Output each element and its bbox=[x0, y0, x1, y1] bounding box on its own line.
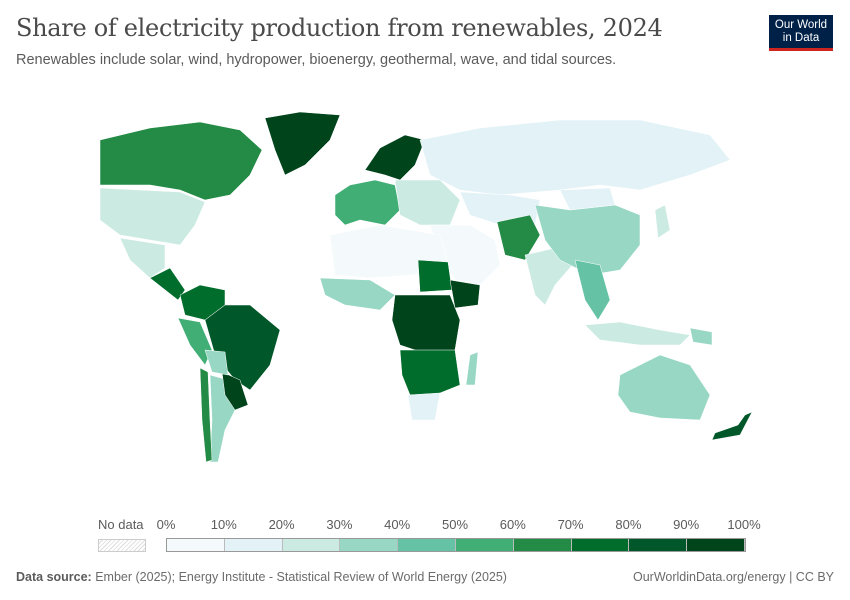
owid-logo[interactable]: Our World in Data bbox=[769, 15, 833, 51]
no-data-label: No data bbox=[98, 517, 144, 532]
region-central-africa[interactable] bbox=[391, 294, 461, 356]
legend-tick: 0% bbox=[156, 517, 176, 532]
region-chile[interactable] bbox=[199, 367, 213, 463]
legend-tick: 80% bbox=[615, 517, 642, 532]
region-sudan[interactable] bbox=[417, 259, 453, 293]
region-paraguay-uruguay[interactable] bbox=[221, 371, 249, 411]
chart-title: Share of electricity production from ren… bbox=[16, 14, 663, 42]
region-japan[interactable] bbox=[654, 204, 671, 239]
region-southern-africa[interactable] bbox=[399, 349, 461, 396]
region-west-africa[interactable] bbox=[319, 277, 396, 311]
region-indonesia[interactable] bbox=[584, 321, 691, 346]
chart-subtitle: Renewables include solar, wind, hydropow… bbox=[16, 52, 617, 68]
legend-bins bbox=[166, 538, 746, 552]
region-ethiopia[interactable] bbox=[449, 279, 481, 309]
legend: No data 0% 10% 20% 30% 40% 50% 60% 70% 80% 90% 100… bbox=[0, 517, 850, 557]
legend-tick: 70% bbox=[557, 517, 584, 532]
region-western-europe[interactable] bbox=[334, 179, 401, 226]
legend-tick: 20% bbox=[268, 517, 295, 532]
legend-bin[interactable] bbox=[571, 539, 630, 551]
region-papua-new-guinea[interactable] bbox=[689, 327, 713, 346]
source-label: Data source: bbox=[16, 570, 92, 584]
region-canada[interactable] bbox=[99, 121, 263, 201]
legend-bin[interactable] bbox=[455, 539, 514, 551]
legend-tick: 40% bbox=[384, 517, 411, 532]
legend-tick: 10% bbox=[210, 517, 237, 532]
region-new-zealand[interactable] bbox=[711, 411, 753, 441]
no-data-swatch bbox=[98, 539, 146, 552]
legend-bin[interactable] bbox=[513, 539, 572, 551]
legend-tick: 30% bbox=[326, 517, 353, 532]
legend-bin[interactable] bbox=[398, 539, 456, 551]
region-scandinavia[interactable] bbox=[364, 134, 426, 181]
region-australia[interactable] bbox=[617, 354, 711, 421]
legend-tick: 60% bbox=[499, 517, 526, 532]
legend-tick: 50% bbox=[441, 517, 469, 532]
region-russia[interactable] bbox=[419, 119, 731, 196]
world-map[interactable] bbox=[0, 90, 850, 510]
region-afghanistan-pakistan[interactable] bbox=[496, 214, 541, 261]
region-united-states[interactable] bbox=[99, 187, 206, 246]
data-source: Data source: Ember (2025); Energy Instit… bbox=[16, 570, 507, 584]
region-greenland[interactable] bbox=[264, 111, 341, 176]
region-central-america[interactable] bbox=[149, 267, 186, 301]
legend-bin[interactable] bbox=[224, 539, 283, 551]
legend-bin[interactable] bbox=[340, 539, 399, 551]
footer-link[interactable]: OurWorldinData.org/energy | CC BY bbox=[632, 570, 834, 584]
legend-tick: 90% bbox=[673, 517, 700, 532]
legend-bin[interactable] bbox=[629, 539, 688, 551]
legend-tick: 100% bbox=[727, 517, 761, 532]
legend-bin[interactable] bbox=[687, 539, 745, 551]
region-bolivia[interactable] bbox=[204, 349, 229, 376]
region-eastern-europe[interactable] bbox=[394, 179, 461, 226]
legend-bin[interactable] bbox=[167, 539, 225, 551]
region-southeast-asia[interactable] bbox=[574, 259, 611, 321]
legend-bin[interactable] bbox=[282, 539, 341, 551]
region-madagascar[interactable] bbox=[465, 351, 479, 386]
region-mongolia[interactable] bbox=[559, 187, 616, 211]
logo-text: Our World in Data bbox=[774, 19, 828, 44]
source-text: Ember (2025); Energy Institute - Statist… bbox=[95, 570, 507, 584]
region-mexico[interactable] bbox=[119, 237, 166, 279]
region-south-africa[interactable] bbox=[407, 392, 441, 421]
